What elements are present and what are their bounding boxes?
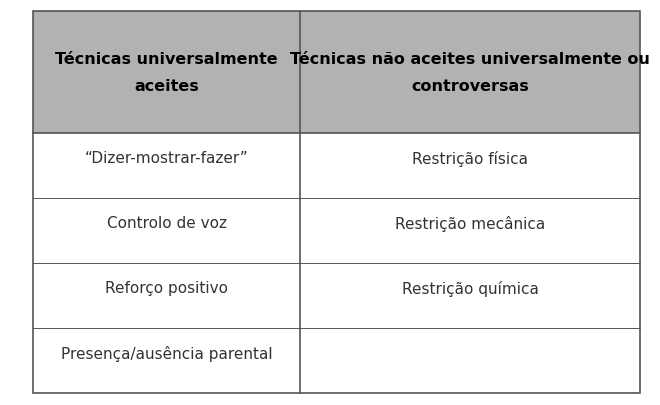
Bar	[33, 134, 640, 393]
Text: Presença/ausência parental: Presença/ausência parental	[61, 345, 273, 361]
Text: Técnicas não aceites universalmente ou
controversas: Técnicas não aceites universalmente ou c…	[290, 52, 650, 94]
Text: Técnicas universalmente
aceites: Técnicas universalmente aceites	[55, 52, 278, 94]
Text: Restrição física: Restrição física	[412, 150, 528, 166]
Text: Reforço positivo: Reforço positivo	[105, 280, 228, 295]
Bar	[33, 12, 300, 134]
Bar	[300, 12, 640, 134]
Text: Controlo de voz: Controlo de voz	[107, 215, 226, 230]
Text: “Dizer-mostrar-fazer”: “Dizer-mostrar-fazer”	[84, 151, 249, 166]
Text: Restrição mecânica: Restrição mecânica	[395, 215, 545, 231]
Text: Restrição química: Restrição química	[402, 280, 539, 296]
